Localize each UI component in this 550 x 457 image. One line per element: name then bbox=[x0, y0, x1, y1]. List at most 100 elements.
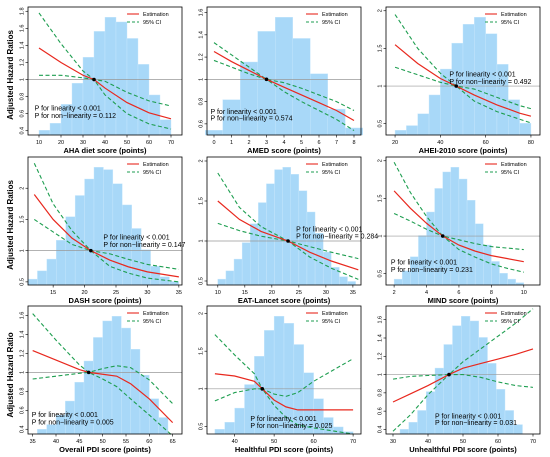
x-tick-label: 10 bbox=[521, 290, 527, 296]
legend: Estimation 95% CI bbox=[127, 12, 169, 26]
y-tick-label: 1 bbox=[378, 373, 384, 376]
y-tick-label: 1 bbox=[20, 249, 26, 252]
legend-ci-label: 95% CI bbox=[143, 319, 162, 325]
histogram-bar bbox=[150, 265, 161, 286]
x-axis-label: MIND score (points) bbox=[428, 296, 499, 305]
histogram-bar bbox=[82, 57, 95, 136]
y-tick-label: 1.6 bbox=[378, 316, 384, 324]
legend: Estimation 95% CI bbox=[485, 162, 527, 176]
y-tick-label: 0.8 bbox=[199, 98, 205, 106]
x-tick-label: 25 bbox=[296, 290, 302, 296]
histogram-bar bbox=[37, 270, 48, 286]
x-tick-label: 20 bbox=[392, 140, 398, 146]
histogram-bar bbox=[38, 130, 51, 136]
y-tick-label: 0.5 bbox=[378, 270, 384, 278]
y-tick-label: 2 bbox=[199, 312, 205, 315]
legend-ci-label: 95% CI bbox=[322, 319, 341, 325]
estimate-line bbox=[32, 350, 174, 424]
y-tick-label: 1.2 bbox=[378, 352, 384, 360]
p-linearity: P for linearity < 0.001 bbox=[435, 413, 501, 420]
x-tick-label: 5 bbox=[300, 140, 303, 146]
histogram-bar bbox=[84, 178, 95, 286]
histogram bbox=[399, 316, 523, 435]
histogram bbox=[214, 316, 354, 435]
x-axis-label: AHA diet score (points) bbox=[63, 146, 147, 155]
p-nonlinearity: P for non−linearity = 0.005 bbox=[32, 420, 114, 427]
x-axis-label: EAT-Lancet score (points) bbox=[238, 296, 331, 305]
x-tick-label: 60 bbox=[146, 140, 152, 146]
histogram-bar bbox=[102, 320, 113, 435]
plot-frame bbox=[206, 305, 362, 435]
x-tick-label: 0 bbox=[212, 140, 215, 146]
panel-2: 0 1 2 3 4 5 6 7 8 0.6 0.8 1 1.2 1.4 1.6 AMED score (poi… bbox=[199, 6, 363, 155]
p-linearity: P for linearity < 0.001 bbox=[296, 226, 362, 233]
legend: Estimation 95% CI bbox=[127, 162, 169, 176]
x-tick-label: 6 bbox=[317, 140, 320, 146]
estimate-line bbox=[213, 50, 355, 122]
y-tick-label: 1.4 bbox=[199, 31, 205, 39]
p-linearity: P for linearity < 0.001 bbox=[211, 109, 277, 116]
histogram-bar bbox=[483, 244, 492, 286]
y-tick-label: 0.5 bbox=[199, 423, 205, 431]
x-tick-label: 40 bbox=[102, 140, 108, 146]
y-tick-label: 1 bbox=[20, 78, 26, 81]
histogram-bar bbox=[393, 278, 403, 286]
x-tick-label: 3 bbox=[265, 140, 268, 146]
panels: 10 20 30 40 50 60 700.40.60.811.21.41.61.8AHA … bbox=[20, 6, 541, 454]
y-tick-label: 1.4 bbox=[20, 42, 26, 50]
p-nonlinearity: P for non−linearity = 0.025 bbox=[250, 423, 332, 430]
x-tick-label: 70 bbox=[168, 140, 174, 146]
legend: Estimation 95% CI bbox=[127, 311, 169, 325]
x-tick-label: 20 bbox=[269, 290, 275, 296]
y-tick-label: 1.5 bbox=[199, 197, 205, 205]
y-tick-label: 1 bbox=[378, 235, 384, 238]
estimate-line bbox=[392, 348, 534, 403]
reference-point bbox=[454, 84, 459, 88]
ci-lower-line bbox=[32, 371, 174, 437]
y-tick-label: 2 bbox=[378, 9, 384, 12]
ci-upper-line bbox=[38, 12, 172, 107]
histogram-bar bbox=[345, 127, 363, 136]
legend-ci-label: 95% CI bbox=[322, 20, 341, 26]
reference-point bbox=[92, 77, 96, 82]
p-linearity: P for linearity < 0.001 bbox=[391, 260, 457, 267]
p-linearity: P for linearity < 0.001 bbox=[449, 71, 515, 78]
histogram-bar bbox=[27, 278, 38, 286]
legend-estimation-label: Estimation bbox=[143, 12, 169, 18]
histogram-bar bbox=[130, 349, 141, 435]
histogram-bar bbox=[306, 211, 316, 286]
y-tick-label: 0.4 bbox=[20, 127, 26, 135]
y-tick-label: 0.5 bbox=[20, 278, 26, 286]
x-axis-label: Healthful PDI score (points) bbox=[235, 445, 334, 454]
x-tick-label: 50 bbox=[124, 140, 130, 146]
x-tick-label: 30 bbox=[144, 290, 150, 296]
x-tick-label: 2 bbox=[393, 290, 396, 296]
reference-point bbox=[86, 370, 91, 375]
y-tick-label: 0.8 bbox=[20, 93, 26, 101]
x-tick-label: 2 bbox=[247, 140, 250, 146]
plot-frame bbox=[385, 6, 541, 136]
y-tick-label: 1 bbox=[199, 78, 205, 81]
y-tick-label: 2 bbox=[378, 159, 384, 162]
y-axis-label-row2: Adjusted Hazard Ratios bbox=[6, 180, 15, 270]
histogram-bar bbox=[331, 267, 340, 286]
y-tick-label: 1.2 bbox=[20, 350, 26, 358]
x-tick-label: 8 bbox=[490, 290, 493, 296]
y-tick-label: 1 bbox=[199, 239, 205, 242]
y-tick-label: 1.4 bbox=[378, 334, 384, 342]
y-tick-label: 1.6 bbox=[199, 9, 205, 17]
x-tick-label: 70 bbox=[350, 439, 356, 445]
legend-estimation-label: Estimation bbox=[143, 162, 169, 168]
x-tick-label: 55 bbox=[123, 439, 129, 445]
x-axis-label: Unhealthful PDI score (points) bbox=[409, 445, 517, 454]
legend: Estimation 95% CI bbox=[306, 162, 348, 176]
reference-point bbox=[447, 372, 451, 377]
histogram bbox=[205, 17, 363, 136]
estimate-line bbox=[214, 373, 354, 411]
histogram-bar bbox=[347, 281, 356, 286]
plot-frame bbox=[27, 305, 183, 435]
histogram-bar bbox=[406, 125, 418, 136]
y-tick-label: 1.4 bbox=[20, 331, 26, 339]
x-tick-label: 80 bbox=[528, 140, 534, 146]
